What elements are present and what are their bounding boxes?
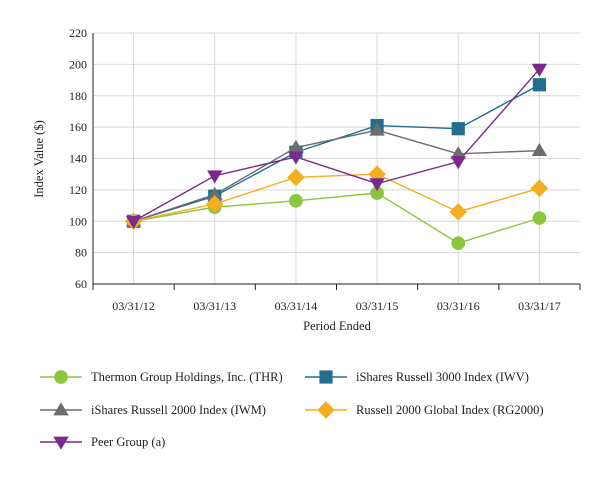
- data-point-peer-group-a: [288, 151, 304, 165]
- y-tick-label: 120: [69, 183, 87, 197]
- data-point-peer-group-a: [450, 156, 466, 170]
- x-tick-label: 03/31/14: [275, 299, 318, 313]
- legend-label: Peer Group (a): [91, 435, 165, 449]
- data-point-peer-group-a: [369, 178, 385, 192]
- data-point-peer-group-a: [207, 170, 223, 184]
- legend-item-peer-group-a: Peer Group (a): [40, 435, 165, 450]
- x-tick-label: 03/31/15: [356, 299, 399, 313]
- legend: Thermon Group Holdings, Inc. (THR) iShare…: [40, 370, 543, 450]
- legend-marker: [54, 370, 68, 384]
- data-point-russell-2000-global-index-rg2000: [530, 179, 549, 198]
- y-tick-label: 100: [69, 214, 87, 228]
- y-tick-label: 200: [69, 57, 87, 71]
- legend-item-ishares-russell-3000-index-iwv: iShares Russell 3000 Index (IWV): [305, 370, 529, 384]
- data-point-peer-group-a: [531, 63, 548, 77]
- legend-label: iShares Russell 3000 Index (IWV): [356, 370, 529, 384]
- series-lines: [133, 68, 540, 244]
- data-point-ishares-russell-2000-index-iwm: [531, 142, 548, 157]
- x-tick-label: 03/31/16: [437, 299, 480, 313]
- data-point-ishares-russell-2000-index-iwm: [288, 139, 304, 153]
- x-tick-label: 03/31/17: [518, 299, 561, 313]
- data-point-russell-2000-global-index-rg2000: [449, 203, 468, 221]
- y-tick-label: 80: [75, 246, 87, 260]
- x-axis-title: Period Ended: [303, 319, 371, 333]
- x-tick-label: 03/31/13: [193, 299, 236, 313]
- legend-marker: [317, 401, 335, 419]
- y-tick-label: 220: [69, 26, 87, 40]
- data-point-russell-2000-global-index-rg2000: [287, 168, 305, 187]
- series-line-peer-group-a: [133, 68, 540, 222]
- y-tick-label: 140: [69, 152, 87, 166]
- legend-item-russell-2000-global-index-rg2000: Russell 2000 Global Index (RG2000): [305, 401, 543, 419]
- data-point-thermon-group-holdings-inc-thr: [289, 194, 303, 208]
- series-markers: [124, 63, 549, 251]
- series-line-ishares-russell-2000-index-iwm: [133, 129, 540, 222]
- legend-marker: [319, 370, 333, 384]
- data-point-peer-group-a: [125, 215, 142, 229]
- data-point-russell-2000-global-index-rg2000: [205, 195, 224, 213]
- x-tick-label: 03/31/12: [112, 299, 155, 313]
- data-point-ishares-russell-3000-index-iwv: [532, 78, 547, 92]
- series-line-russell-2000-global-index-rg2000: [133, 173, 540, 222]
- y-tick-label: 160: [69, 120, 87, 134]
- y-tick-label: 180: [69, 89, 87, 103]
- grid: [93, 32, 580, 285]
- data-point-ishares-russell-2000-index-iwm: [369, 122, 385, 136]
- axes: 60 80 100 120 140 160 180 200 220 03/31/12 03/31/1…: [69, 26, 581, 313]
- data-point-ishares-russell-3000-index-iwv: [451, 122, 465, 136]
- data-point-thermon-group-holdings-inc-thr: [451, 236, 466, 251]
- data-point-ishares-russell-2000-index-iwm: [450, 146, 466, 160]
- legend-label: Thermon Group Holdings, Inc. (THR): [91, 370, 283, 384]
- data-point-thermon-group-holdings-inc-thr: [532, 211, 547, 225]
- series-line-thermon-group-holdings-inc-thr: [133, 192, 540, 244]
- legend-item-thermon-group-holdings-inc-thr: Thermon Group Holdings, Inc. (THR): [40, 370, 283, 384]
- data-point-thermon-group-holdings-inc-thr: [370, 186, 384, 200]
- legend-marker: [53, 402, 69, 416]
- y-axis-title: Index Value ($): [32, 120, 46, 198]
- legend-label: iShares Russell 2000 Index (IWM): [91, 403, 266, 417]
- legend-item-ishares-russell-2000-index-iwm: iShares Russell 2000 Index (IWM): [40, 402, 266, 417]
- data-point-ishares-russell-2000-index-iwm: [207, 186, 223, 200]
- legend-label: Russell 2000 Global Index (RG2000): [356, 403, 543, 417]
- y-tick-label: 60: [75, 277, 87, 291]
- legend-marker: [53, 436, 69, 450]
